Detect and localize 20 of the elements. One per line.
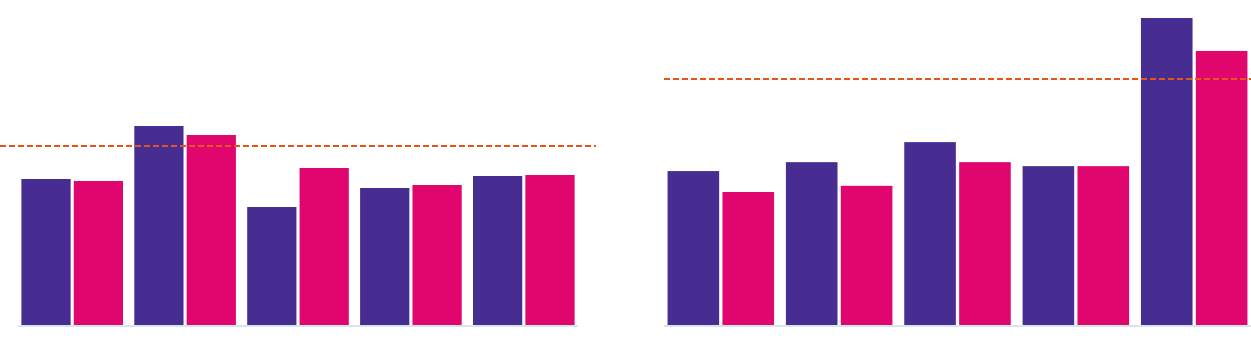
- bar: [1077, 166, 1130, 326]
- bar: [785, 162, 838, 326]
- bar: [1195, 50, 1248, 326]
- bar: [21, 179, 71, 326]
- bar: [247, 207, 297, 326]
- bar: [722, 192, 775, 326]
- bar: [1140, 18, 1193, 326]
- bar: [840, 185, 893, 326]
- bar: [667, 171, 720, 326]
- bar: [473, 176, 523, 326]
- bar: [959, 162, 1011, 326]
- bar: [186, 135, 236, 326]
- bar: [360, 188, 410, 326]
- bar: [412, 185, 462, 326]
- bar: [904, 142, 956, 326]
- bar: [134, 126, 184, 326]
- bar: [299, 168, 349, 326]
- bar: [73, 181, 123, 326]
- bar: [525, 175, 575, 326]
- bar: [1022, 166, 1075, 326]
